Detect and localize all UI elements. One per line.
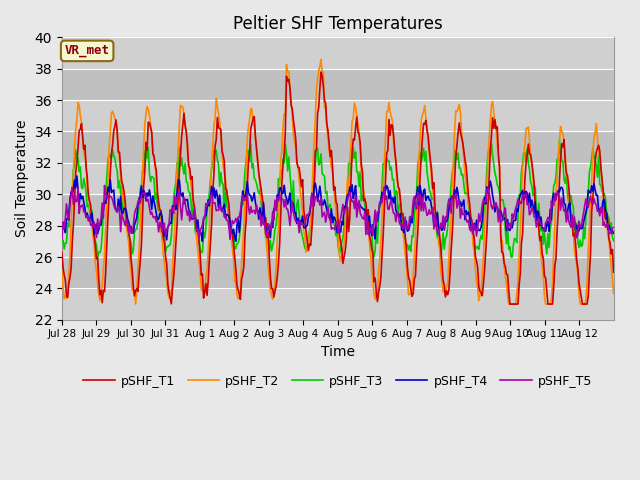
Legend: pSHF_T1, pSHF_T2, pSHF_T3, pSHF_T4, pSHF_T5: pSHF_T1, pSHF_T2, pSHF_T3, pSHF_T4, pSHF… (78, 370, 597, 393)
pSHF_T4 (369, 222, 377, 228)
pSHF_T5 (561, 207, 569, 213)
pSHF_T1 (317, 69, 325, 75)
pSHF_T1 (465, 193, 472, 199)
Bar (62, 226, 614, 257)
pSHF_T2 (369, 279, 377, 285)
pSHF_T3 (556, 137, 563, 143)
pSHF_T4 (231, 234, 239, 240)
Line: pSHF_T1: pSHF_T1 (62, 72, 614, 304)
pSHF_T5 (293, 219, 301, 225)
pSHF_T5 (100, 182, 108, 188)
Bar (62, 163, 614, 194)
Line: pSHF_T4: pSHF_T4 (62, 176, 614, 241)
Y-axis label: Soil Temperature: Soil Temperature (15, 120, 29, 237)
pSHF_T2 (132, 301, 140, 307)
pSHF_T4 (58, 224, 66, 230)
pSHF_T2 (317, 57, 325, 62)
pSHF_T5 (369, 233, 377, 239)
pSHF_T3 (58, 239, 66, 244)
Text: VR_met: VR_met (65, 44, 109, 58)
pSHF_T4 (466, 215, 474, 220)
pSHF_T1 (291, 126, 298, 132)
pSHF_T2 (58, 269, 66, 275)
pSHF_T1 (230, 242, 237, 248)
pSHF_T4 (561, 202, 569, 207)
Bar (62, 288, 614, 320)
pSHF_T4 (73, 173, 81, 179)
pSHF_T4 (232, 239, 239, 244)
pSHF_T3 (94, 254, 102, 260)
pSHF_T5 (466, 226, 474, 232)
pSHF_T3 (368, 225, 376, 231)
X-axis label: Time: Time (321, 345, 355, 359)
pSHF_T3 (292, 215, 300, 221)
pSHF_T2 (396, 192, 403, 198)
pSHF_T4 (396, 215, 403, 220)
pSHF_T4 (293, 221, 301, 227)
pSHF_T1 (506, 301, 514, 307)
Title: Peltier SHF Temperatures: Peltier SHF Temperatures (233, 15, 443, 33)
pSHF_T1 (610, 269, 618, 275)
pSHF_T2 (561, 152, 569, 157)
Line: pSHF_T3: pSHF_T3 (62, 140, 614, 257)
pSHF_T3 (465, 201, 472, 207)
Bar (62, 132, 614, 163)
pSHF_T1 (368, 246, 376, 252)
pSHF_T1 (58, 249, 66, 255)
Bar (62, 37, 614, 69)
pSHF_T3 (561, 180, 569, 186)
pSHF_T1 (394, 184, 402, 190)
pSHF_T3 (610, 238, 618, 244)
Line: pSHF_T2: pSHF_T2 (62, 60, 614, 304)
pSHF_T5 (226, 237, 234, 242)
pSHF_T3 (231, 246, 239, 252)
pSHF_T1 (561, 159, 569, 165)
pSHF_T5 (232, 216, 239, 221)
Bar (62, 100, 614, 132)
pSHF_T2 (292, 145, 300, 151)
Line: pSHF_T5: pSHF_T5 (62, 185, 614, 240)
pSHF_T5 (396, 220, 403, 226)
pSHF_T5 (58, 236, 66, 241)
pSHF_T3 (394, 214, 402, 219)
pSHF_T2 (231, 279, 239, 285)
Bar (62, 194, 614, 226)
Bar (62, 257, 614, 288)
pSHF_T2 (610, 290, 618, 296)
Bar (62, 69, 614, 100)
pSHF_T4 (610, 230, 618, 236)
pSHF_T5 (610, 225, 618, 230)
pSHF_T2 (466, 206, 474, 212)
